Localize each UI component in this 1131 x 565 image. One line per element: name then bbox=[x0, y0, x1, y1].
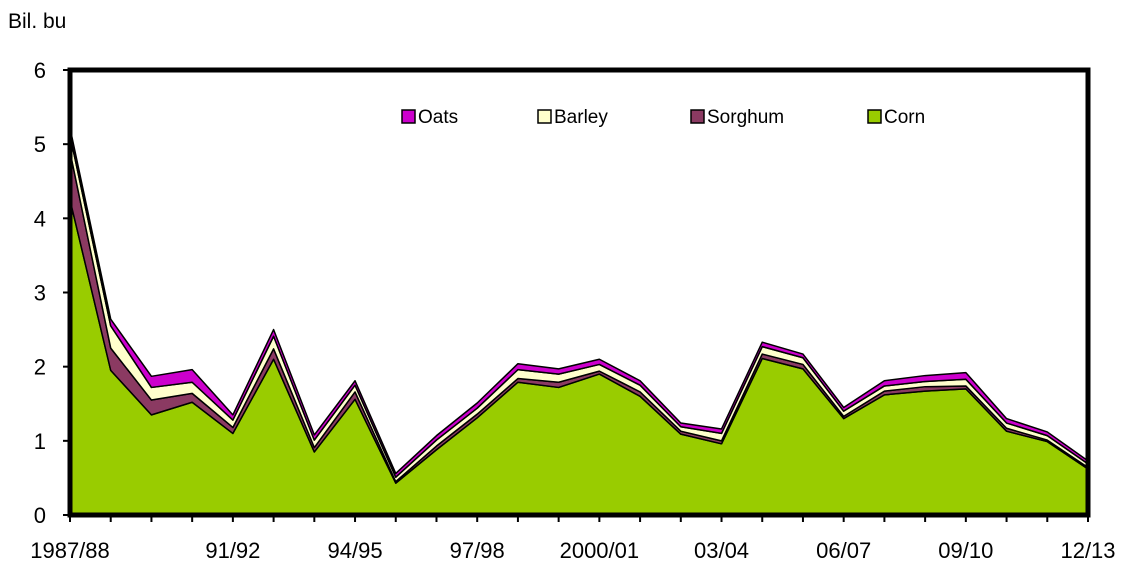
x-tick-label: 97/98 bbox=[450, 538, 505, 563]
y-tick-label: 6 bbox=[34, 58, 46, 83]
legend-swatch-barley bbox=[537, 109, 552, 124]
y-tick-label: 4 bbox=[34, 206, 46, 231]
area-layers bbox=[69, 127, 1089, 516]
x-tick-label: 09/10 bbox=[938, 538, 993, 563]
x-axis: 1987/88 91/92 94/95 97/98 2000/01 03/04 06/07 0… bbox=[30, 515, 1116, 563]
y-tick-label: 0 bbox=[34, 503, 46, 528]
y-axis: 0 1 2 3 4 5 6 bbox=[34, 58, 70, 528]
x-tick-label: 2000/01 bbox=[560, 538, 640, 563]
area-corn bbox=[69, 199, 1089, 516]
y-tick-label: 3 bbox=[34, 281, 46, 306]
x-tick-label: 94/95 bbox=[328, 538, 383, 563]
legend-label-corn: Corn bbox=[884, 107, 925, 128]
legend-label-oats: Oats bbox=[418, 107, 458, 128]
y-tick-label: 1 bbox=[34, 429, 46, 454]
x-tick-label: 03/04 bbox=[694, 538, 749, 563]
legend-swatch-sorghum bbox=[690, 109, 705, 124]
x-tick-label: 06/07 bbox=[816, 538, 871, 563]
legend: Oats Barley Sorghum Corn bbox=[401, 107, 925, 128]
y-axis-label: Bil. bu bbox=[8, 10, 66, 33]
legend-label-sorghum: Sorghum bbox=[707, 107, 784, 128]
y-tick-label: 2 bbox=[34, 355, 46, 380]
legend-label-barley: Barley bbox=[554, 107, 608, 128]
x-tick-label: 1987/88 bbox=[30, 538, 110, 563]
x-tick-label: 12/13 bbox=[1060, 538, 1115, 563]
legend-swatch-corn bbox=[867, 109, 882, 124]
x-tick-label: 91/92 bbox=[205, 538, 260, 563]
y-tick-label: 5 bbox=[34, 132, 46, 157]
legend-swatch-oats bbox=[401, 109, 416, 124]
